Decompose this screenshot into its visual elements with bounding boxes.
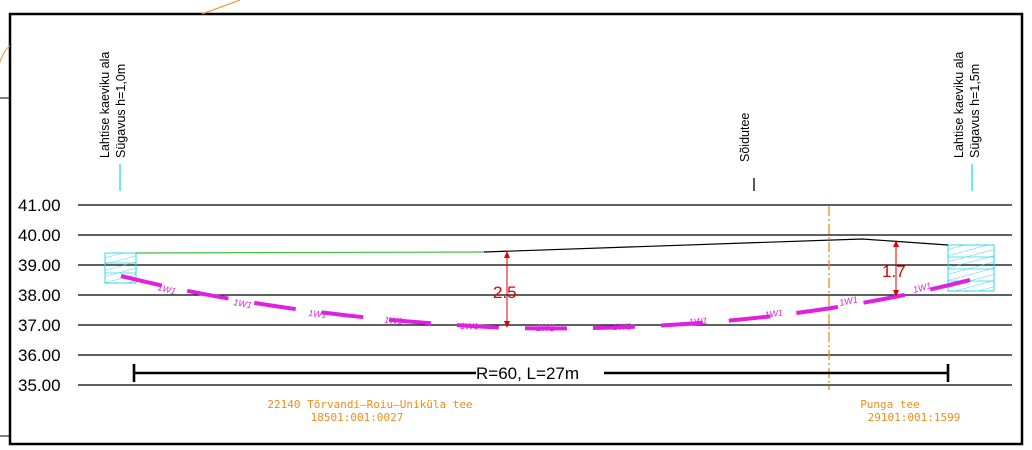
right-road-name: Punga tee [860,398,920,411]
pipe-label: 1W1 [838,294,858,308]
left-road-name: 22140 Tõrvandi—Roiu—Uniküla tee [267,398,472,411]
left-depth-dimension: 2.5 [493,251,517,328]
left-trench-label-line1: Lahtise kaeviku ala [98,52,112,158]
right-road-code: 29101:001:1599 [868,411,961,424]
left-road-reference: 22140 Tõrvandi—Roiu—Uniküla tee 18501:00… [267,398,472,424]
elevation-label-36: 36.00 [18,346,61,365]
right-road-reference: Punga tee 29101:001:1599 [860,398,960,424]
pipe-label: 1W1 [460,321,479,331]
pipe-label: 1W1 [764,308,784,320]
right-depth-arrow-bottom [893,290,899,297]
elevation-label-40: 40.00 [18,226,61,245]
pipe-label: 1W1 [912,280,932,294]
pipe-label: 1W1 [613,321,632,332]
left-depth-arrow-bottom [504,321,510,328]
elevation-label-35: 35.00 [18,376,61,395]
left-depth-value: 2.5 [493,283,517,302]
ground-surface-green [135,251,485,254]
left-road-code: 18501:001:0027 [311,411,404,424]
curve-label-bg [473,365,607,383]
reference-line-top [201,0,241,15]
elevation-labels: 41.00 40.00 39.00 38.00 37.00 36.00 35.0… [18,196,61,395]
ground-surface-road [483,238,949,253]
curve-dimension: R=60, L=27m [132,364,950,383]
pipe-labels: 1W1 1W1 1W1 1W1 1W1 1W1 1W1 1W1 1W1 1W1 … [157,280,933,333]
left-trench-label: Lahtise kaeviku ala Sügavus h=1,0m [98,52,128,191]
pipe-label: 1W1 [688,316,707,327]
elevation-grid [78,204,1012,386]
right-trench-label-line1: Lahtise kaeviku ala [952,52,966,158]
left-depth-arrow-top [504,251,510,258]
elevation-label-41: 41.00 [18,196,61,215]
reference-arc-left [0,45,11,63]
pipe-label: 1W1 [233,297,253,310]
road-label: Sõidutee [738,113,755,191]
pipe-label: 1W1 [308,308,327,320]
pipe-label: 1W1 [157,282,177,296]
right-trench-label-line2: Sügavus h=1,5m [968,64,982,158]
right-depth-value: 1.7 [882,262,906,281]
right-trench-label: Lahtise kaeviku ala Sügavus h=1,5m [952,52,982,191]
drawing-frame [8,12,1024,446]
curve-label: R=60, L=27m [476,364,579,383]
elevation-label-38: 38.00 [18,286,61,305]
pipe-label: 1W1 [384,315,403,326]
pipe-label: 1W1 [536,323,555,333]
elevation-label-39: 39.00 [18,256,61,275]
right-depth-arrow-top [893,240,899,247]
right-depth-dimension: 1.7 [882,240,906,297]
elevation-label-37: 37.00 [18,316,61,335]
road-label-text: Sõidutee [738,113,752,162]
left-trench-label-line2: Sügavus h=1,0m [114,64,128,158]
